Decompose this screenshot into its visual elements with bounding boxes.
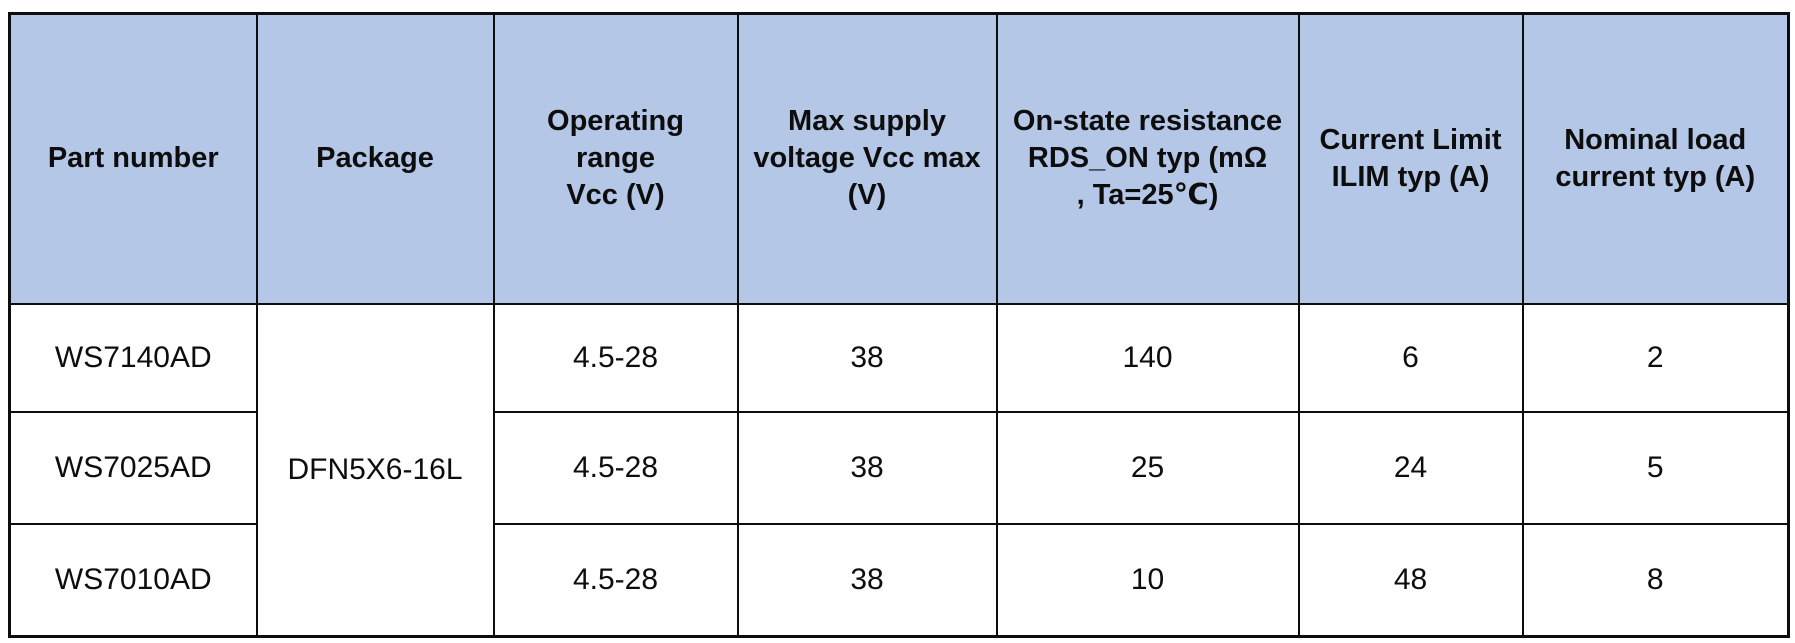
table-row-ws7025ad: WS7025AD 4.5-28 38 25 24 5 (8, 410, 1790, 525)
cell-max-supply: 38 (736, 302, 998, 413)
header-row: Part number Package Operating range Vcc … (8, 12, 1790, 305)
spec-table: Part number Package Operating range Vcc … (8, 12, 1790, 638)
col-header-max-supply: Max supply voltage Vcc max (V) (736, 12, 998, 305)
cell-operating-range: 4.5-28 (492, 410, 739, 525)
col-header-part-number: Part number (8, 12, 258, 305)
col-header-package: Package (255, 12, 495, 305)
table-row-ws7010ad: WS7010AD 4.5-28 38 10 48 8 (8, 522, 1790, 638)
cell-package-merged: DFN5X6-16L (255, 302, 495, 638)
col-header-current-limit: Current Limit ILIM typ (A) (1297, 12, 1524, 305)
cell-current-limit: 6 (1297, 302, 1524, 413)
cell-part-number: WS7010AD (8, 522, 258, 638)
cell-rds-on: 25 (995, 410, 1300, 525)
cell-current-limit: 48 (1297, 522, 1524, 638)
table-row-ws7140ad: WS7140AD DFN5X6-16L 4.5-28 38 140 6 2 (8, 302, 1790, 638)
cell-part-number: WS7025AD (8, 410, 258, 525)
cell-rds-on: 140 (995, 302, 1300, 413)
cell-rds-on: 10 (995, 522, 1300, 638)
cell-nominal-load: 5 (1521, 410, 1790, 525)
cell-max-supply: 38 (736, 410, 998, 525)
col-header-nominal-load: Nominal load current typ (A) (1521, 12, 1790, 305)
cell-nominal-load: 2 (1521, 302, 1790, 413)
col-header-rds-on: On-state resistance RDS_ON typ (mΩ , Ta=… (995, 12, 1300, 305)
cell-part-number: WS7140AD (8, 302, 258, 413)
cell-operating-range: 4.5-28 (492, 302, 739, 413)
cell-nominal-load: 8 (1521, 522, 1790, 638)
col-header-operating-range: Operating range Vcc (V) (492, 12, 739, 305)
cell-current-limit: 24 (1297, 410, 1524, 525)
cell-max-supply: 38 (736, 522, 998, 638)
cell-operating-range: 4.5-28 (492, 522, 739, 638)
